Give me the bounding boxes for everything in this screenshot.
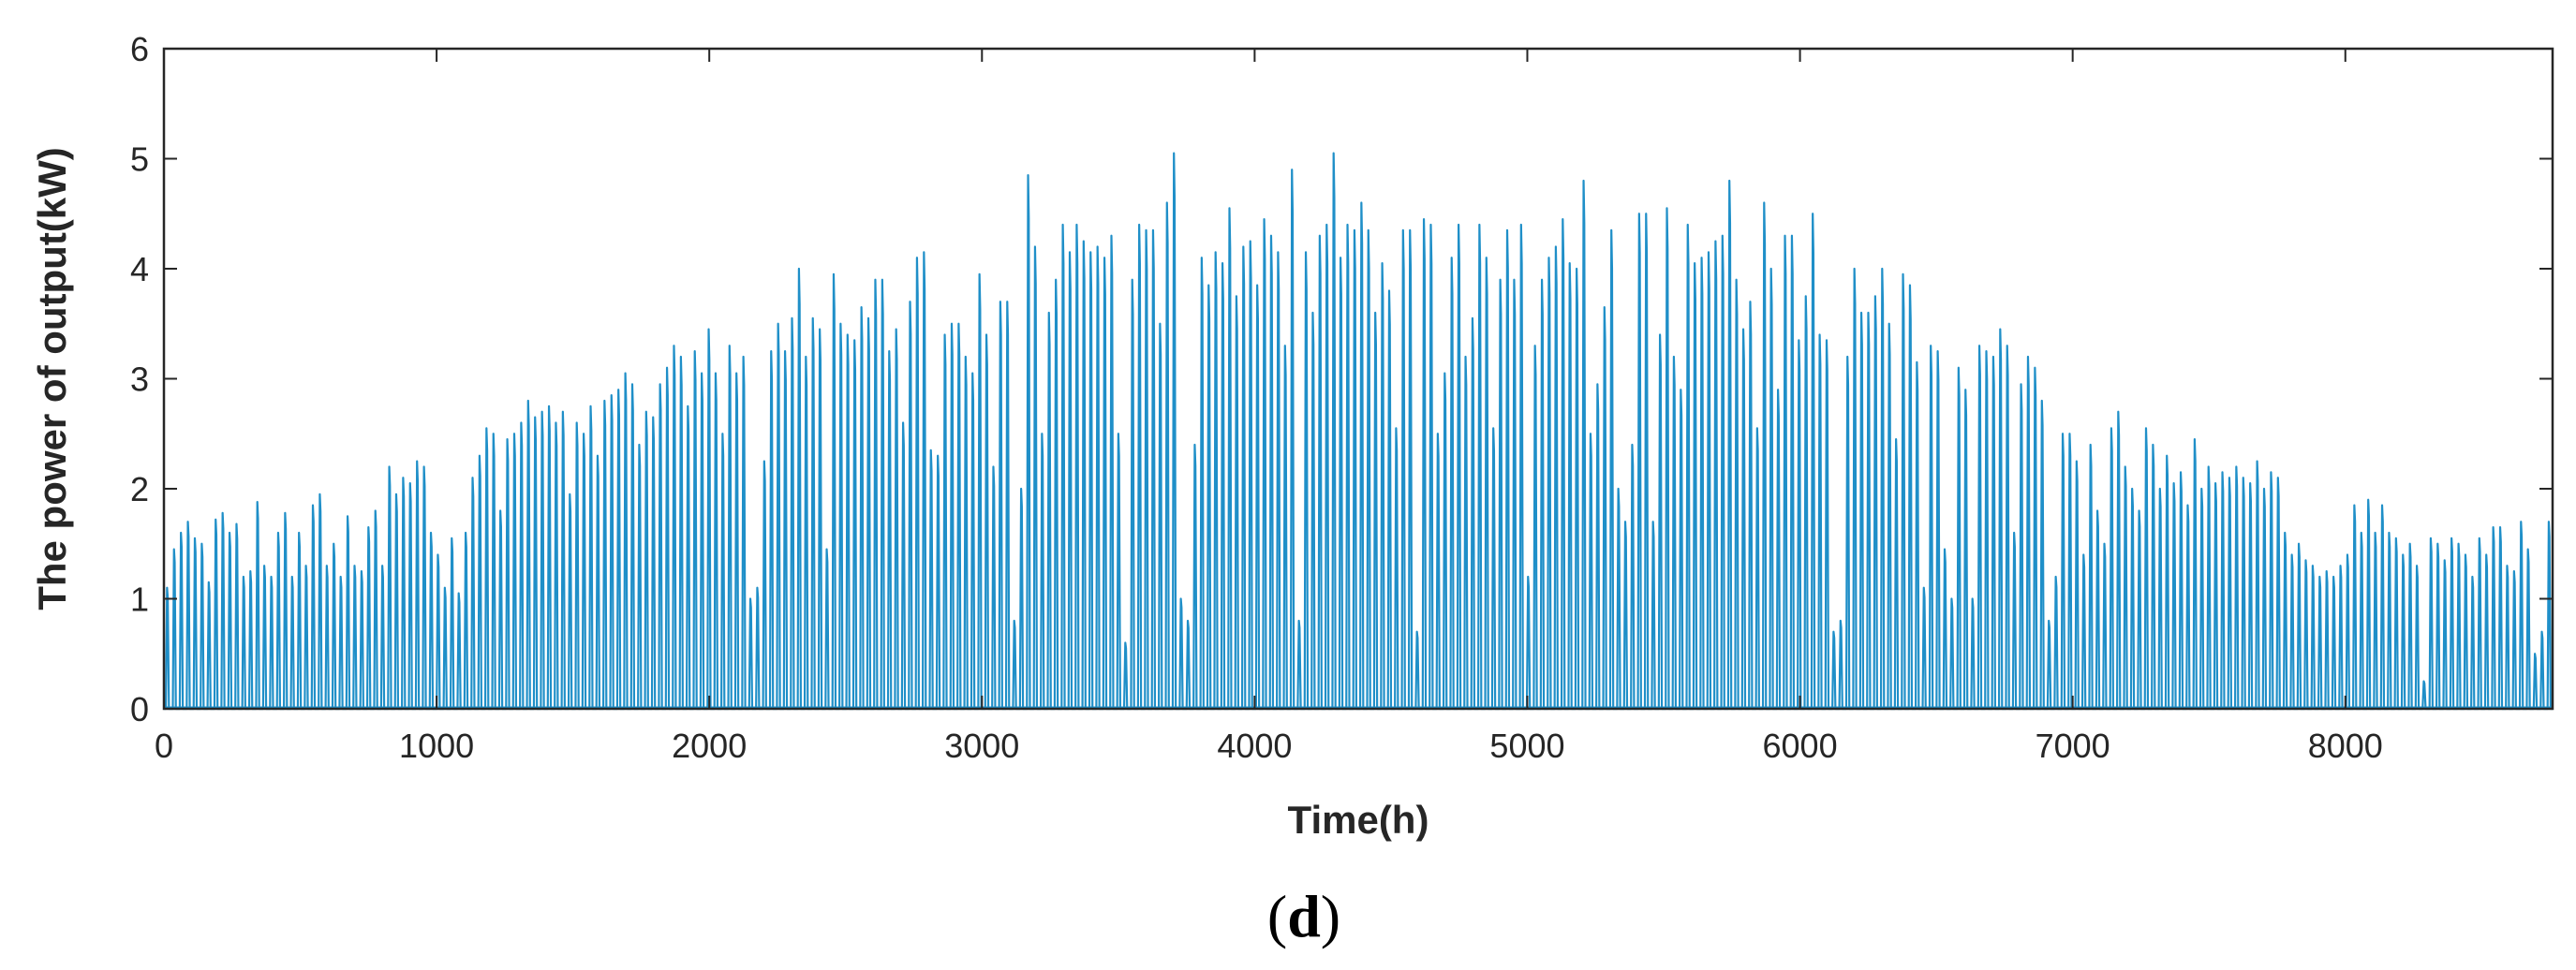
y-tick-label: 3	[130, 360, 149, 399]
y-tick-label: 0	[130, 690, 149, 728]
x-tick-label: 1000	[399, 727, 474, 765]
x-tick-label: 2000	[672, 727, 747, 765]
x-tick-label: 4000	[1217, 727, 1292, 765]
x-axis-title: Time(h)	[1288, 798, 1429, 842]
x-tick-label: 5000	[1489, 727, 1564, 765]
x-tick-label: 6000	[1763, 727, 1838, 765]
x-tick-label: 0	[155, 727, 173, 765]
y-axis-title: The power of output(kW)	[30, 147, 74, 610]
x-tick-label: 7000	[2036, 727, 2110, 765]
panel-label: (d)	[1267, 883, 1340, 949]
x-tick-label: 3000	[944, 727, 1019, 765]
panel-label-open: (	[1267, 883, 1287, 949]
panel-label-close: )	[1321, 883, 1340, 949]
y-axis: 0 1 2 3 4 5 6	[130, 30, 2553, 728]
y-tick-label: 2	[130, 470, 149, 508]
y-tick-label: 4	[130, 250, 149, 288]
panel-label-letter: d	[1287, 883, 1321, 949]
y-tick-label: 1	[130, 581, 149, 619]
y-tick-label: 6	[130, 30, 149, 68]
y-tick-label: 5	[130, 140, 149, 179]
x-axis: 0 1000 2000 3000 4000 5000 6000 7000 8000	[155, 49, 2383, 765]
x-tick-label: 8000	[2308, 727, 2383, 765]
